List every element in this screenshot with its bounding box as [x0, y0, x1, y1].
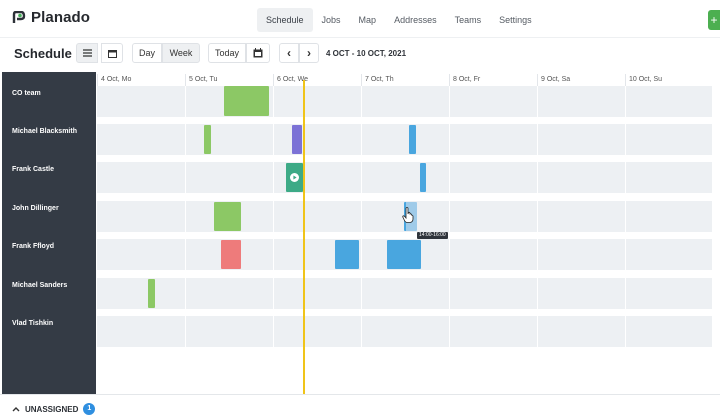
nav-teams[interactable]: Teams	[454, 15, 482, 25]
next-week-button[interactable]: ›	[299, 43, 319, 63]
team-label-michael-sanders[interactable]: Michael Sanders	[12, 282, 68, 289]
calendar-icon	[107, 49, 117, 58]
team-label-vlad-tishkin[interactable]: Vlad Tishkin	[12, 320, 54, 327]
job-time-tooltip: 14:00-16:00	[417, 232, 448, 239]
day-header-thu: 7 Oct, Th	[361, 74, 449, 86]
schedule-row[interactable]	[97, 162, 712, 193]
schedule-row[interactable]	[97, 316, 712, 347]
date-range: 4 OCT - 10 OCT, 2021	[326, 49, 407, 58]
page-title: Schedule	[14, 46, 72, 61]
job-block[interactable]	[204, 125, 211, 154]
job-block[interactable]	[224, 86, 269, 116]
date-picker-button[interactable]	[246, 43, 270, 63]
hand-cursor-icon	[402, 207, 414, 223]
day-header-tue: 5 Oct, Tu	[185, 74, 273, 86]
job-block[interactable]	[214, 202, 241, 231]
nav-schedule[interactable]: Schedule	[257, 8, 313, 32]
job-block[interactable]	[292, 125, 302, 154]
top-navigation: Planado Schedule Jobs Map Addresses Team…	[0, 0, 720, 38]
job-block[interactable]	[335, 240, 359, 269]
team-label-co-team[interactable]: CO team	[12, 90, 41, 97]
nav-map[interactable]: Map	[358, 15, 377, 25]
team-label-john-dillinger[interactable]: John Dillinger	[12, 205, 59, 212]
day-header-wed: 6 Oct, We	[273, 74, 361, 86]
team-label-frank-ffloyd[interactable]: Frank Ffloyd	[12, 243, 55, 250]
calendar-view-button[interactable]	[101, 43, 123, 63]
team-label-michael-blacksmith[interactable]: Michael Blacksmith	[12, 128, 77, 135]
unassigned-panel[interactable]: UNASSIGNED 1	[0, 394, 720, 420]
current-time-indicator	[303, 80, 305, 394]
day-view-button[interactable]: Day	[132, 43, 162, 63]
day-divider	[361, 86, 362, 350]
day-divider	[449, 86, 450, 350]
job-block-in-progress[interactable]	[286, 163, 303, 192]
add-job-button[interactable]: +	[708, 10, 720, 30]
day-divider	[625, 86, 626, 350]
schedule-row[interactable]	[97, 124, 712, 155]
play-icon	[290, 173, 299, 182]
day-header-fri: 8 Oct, Fr	[449, 74, 537, 86]
schedule-row[interactable]	[97, 86, 712, 117]
nav-settings[interactable]: Settings	[499, 15, 532, 25]
today-button[interactable]: Today	[208, 43, 246, 63]
schedule-row[interactable]	[97, 278, 712, 309]
day-header-mon: 4 Oct, Mo	[97, 74, 185, 86]
team-label-frank-castle[interactable]: Frank Castle	[12, 166, 55, 173]
day-divider	[185, 86, 186, 350]
unassigned-toggle[interactable]: UNASSIGNED 1	[12, 403, 96, 415]
brand-name: Planado	[31, 9, 91, 26]
unassigned-label: UNASSIGNED	[25, 404, 79, 414]
schedule-toolbar: Schedule Day Week Today ‹ › 4 OCT - 10 O…	[0, 38, 720, 70]
day-header-sat: 9 Oct, Sa	[537, 74, 625, 86]
job-block[interactable]	[420, 163, 426, 192]
chevron-up-icon	[12, 407, 20, 412]
calendar-icon	[253, 48, 263, 58]
nav-jobs[interactable]: Jobs	[321, 15, 341, 25]
day-divider	[537, 86, 538, 350]
day-header-sun: 10 Oct, Su	[625, 74, 713, 86]
week-view-button[interactable]: Week	[162, 43, 200, 63]
planado-logo-icon	[12, 10, 26, 23]
team-sidebar	[2, 72, 96, 394]
job-block[interactable]	[409, 125, 416, 154]
prev-week-button[interactable]: ‹	[279, 43, 299, 63]
job-block[interactable]	[148, 279, 155, 308]
brand[interactable]: Planado	[12, 9, 90, 26]
day-divider	[273, 86, 274, 350]
job-block[interactable]	[387, 240, 421, 269]
list-view-button[interactable]	[76, 43, 98, 63]
main-nav: Schedule Jobs Map Addresses Teams Settin…	[257, 8, 541, 32]
list-icon	[82, 49, 92, 57]
job-block[interactable]	[221, 240, 241, 269]
nav-addresses[interactable]: Addresses	[394, 15, 437, 25]
unassigned-count-badge: 1	[83, 403, 96, 415]
